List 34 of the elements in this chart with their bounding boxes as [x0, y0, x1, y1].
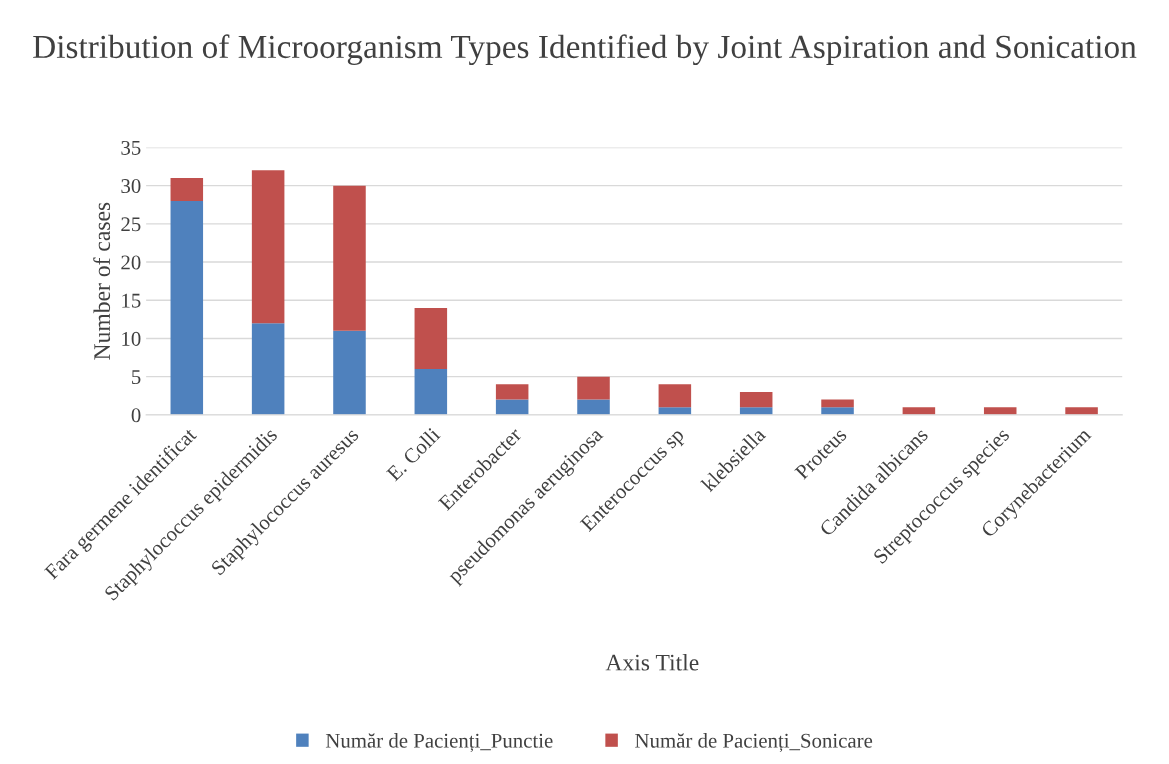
bar	[170, 178, 204, 201]
bar	[658, 407, 692, 415]
bar	[251, 170, 285, 324]
bar	[577, 376, 610, 400]
bar	[658, 384, 692, 408]
y-axis-title: Number of cases	[93, 202, 111, 360]
y-tick-label: 10	[122, 331, 141, 346]
bar	[739, 407, 773, 415]
bar	[251, 323, 285, 415]
bar	[414, 307, 448, 370]
bar	[577, 399, 610, 415]
chart-title: Distribution of Microorganism Types Identified by Joint Aspiration and Sonication	[33, 34, 1137, 65]
y-tick-label: 30	[121, 179, 141, 194]
x-axis-title: Axis Title	[605, 653, 699, 671]
bar	[333, 185, 366, 331]
y-tick-label: 35	[121, 140, 141, 155]
bar	[495, 399, 529, 415]
bar	[333, 330, 366, 415]
bar	[821, 399, 854, 408]
bar	[414, 369, 448, 415]
bar	[983, 407, 1017, 415]
bar	[170, 200, 204, 415]
bar	[739, 391, 773, 408]
y-tick-label: 0	[131, 408, 141, 423]
bar	[495, 384, 529, 400]
y-tick-label: 25	[121, 217, 141, 232]
bar	[821, 407, 854, 415]
y-tick-label: 20	[121, 255, 141, 270]
y-tick-label: 15	[122, 293, 141, 308]
bar	[902, 407, 936, 415]
bar	[1065, 407, 1098, 415]
y-tick-label: 5	[132, 370, 141, 385]
legend-label: Număr de Pacienți_Sonicare	[635, 733, 873, 752]
legend-label: Număr de Pacienți_Punctie	[325, 733, 553, 752]
